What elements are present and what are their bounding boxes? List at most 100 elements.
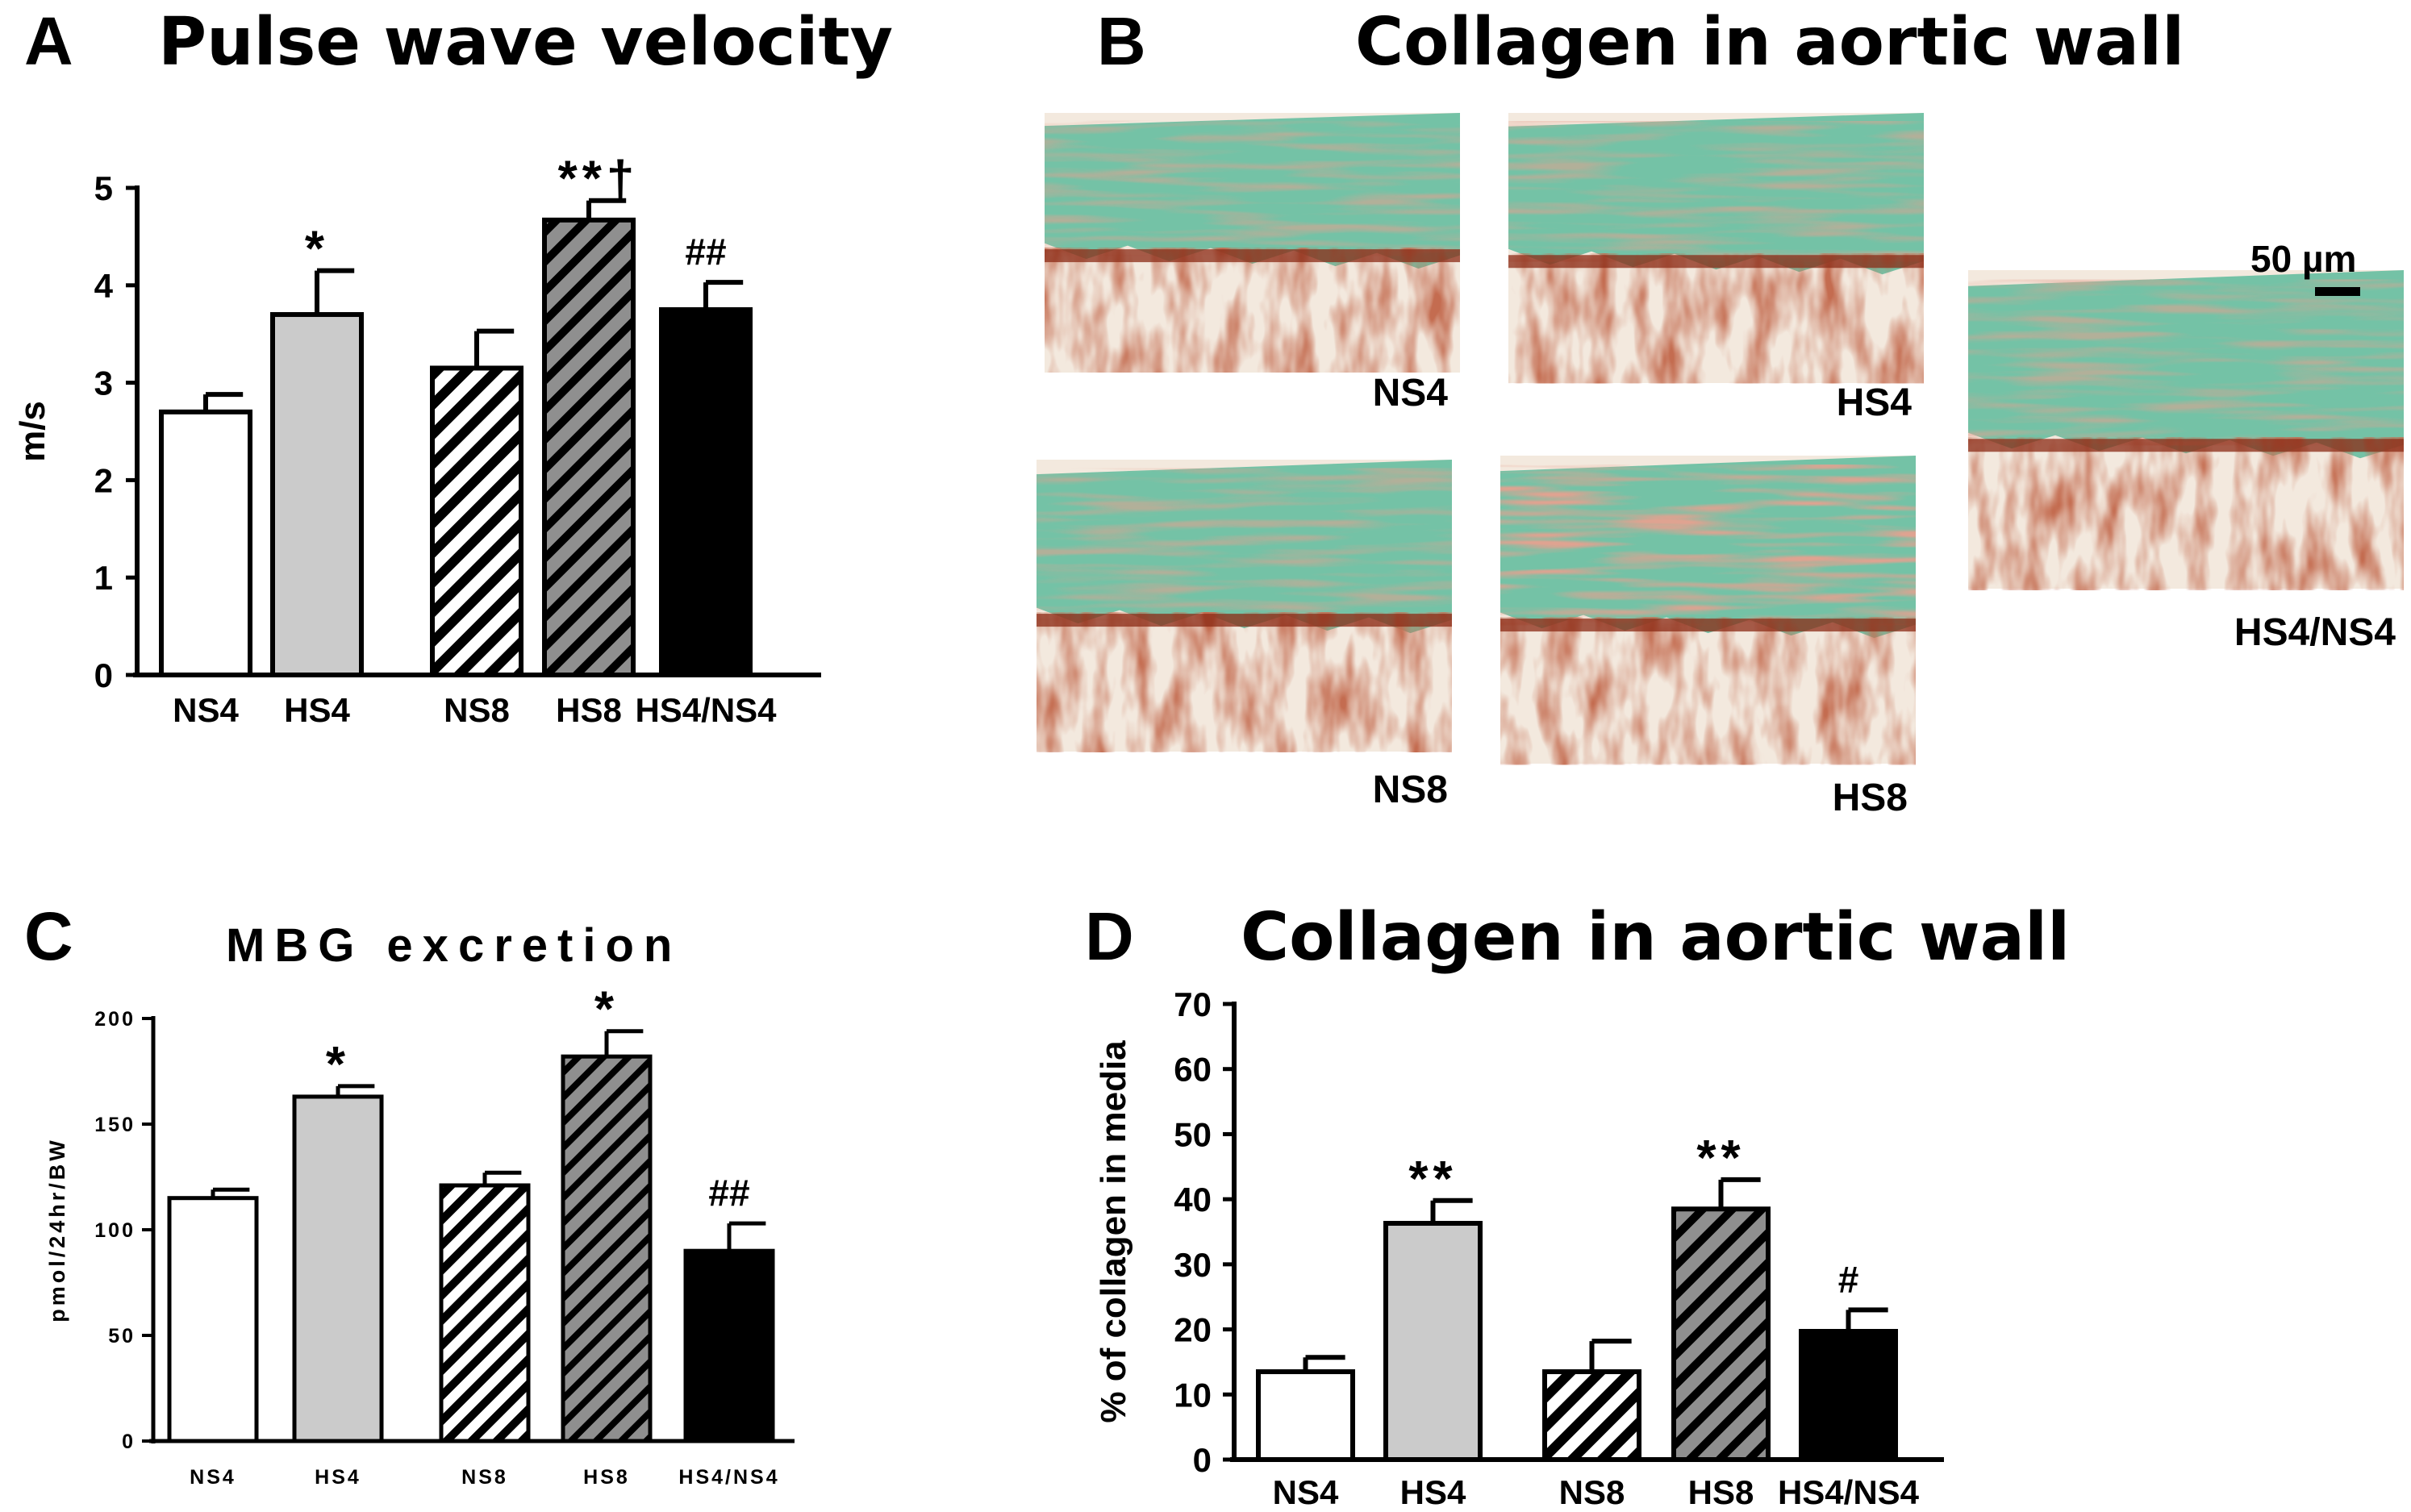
adventitia-border	[1500, 619, 1916, 632]
bar-hs8	[1671, 1206, 1771, 1462]
elastic-lamellae	[1508, 121, 1924, 262]
adventitia-layer	[1037, 612, 1452, 752]
panel-title-d: Collagen in aortic wall	[1241, 899, 2070, 976]
adventitia-border	[1968, 439, 2404, 452]
micrograph-hs4: HS4	[1508, 113, 1924, 424]
bar-ns8	[439, 1183, 531, 1443]
micrograph-panel: NS4 HS4 NS8 HS8 HS4/NS4	[1037, 113, 2404, 819]
x-tick-label-hs8: HS8	[1688, 1473, 1754, 1511]
bar-hs4	[1383, 1221, 1483, 1463]
x-tick-label-ns4: NS4	[190, 1466, 236, 1489]
panel-title-a: Pulse wave velocity	[158, 4, 893, 81]
adventitia-border	[1037, 614, 1452, 627]
adventitia-layer	[1045, 248, 1460, 373]
bar-ns8	[1542, 1369, 1641, 1463]
significance-marker-hs4: *	[326, 1037, 350, 1093]
significance-marker-hs4: *	[305, 222, 329, 277]
x-tick-label-ns4: NS4	[1273, 1473, 1339, 1511]
significance-marker-hs4: **	[1408, 1152, 1457, 1207]
y-tick-label: 0	[122, 1431, 136, 1453]
x-tick-label-ns8: NS8	[444, 691, 510, 729]
adventitia-layer	[1500, 617, 1916, 765]
bar-hs4	[292, 1094, 384, 1443]
bar-hs8	[542, 217, 636, 677]
x-tick-label-hs4-ns4: HS4/NS4	[1778, 1473, 1920, 1511]
panel-title-c: MBG excretion	[226, 919, 682, 972]
y-tick-label: 50	[108, 1325, 136, 1347]
x-tick-label-hs4: HS4	[284, 691, 350, 729]
adventitia-border	[1508, 255, 1924, 269]
y-tick-label: 4	[94, 267, 114, 305]
y-tick-label: 10	[1174, 1376, 1212, 1414]
y-tick-label: 150	[94, 1114, 136, 1136]
significance-marker-hs4-ns4: ##	[685, 231, 726, 273]
y-tick-label: 50	[1174, 1115, 1212, 1153]
significance-marker-hs8: *	[594, 982, 619, 1038]
elastic-lamellae	[1045, 120, 1460, 256]
bar-ns8	[430, 365, 523, 677]
y-tick-label: 0	[94, 656, 113, 694]
bar-hs8	[561, 1054, 653, 1443]
micrograph-hs8: HS8	[1500, 456, 1916, 819]
bar-ns4	[167, 1196, 259, 1443]
y-tick-label: 70	[1174, 985, 1212, 1023]
y-axis-label: pmol/24hr/BW	[45, 1137, 69, 1322]
y-tick-label: 60	[1174, 1051, 1212, 1089]
y-axis-label: % of collagen in media	[1094, 1040, 1133, 1423]
significance-marker-hs4-ns4: ##	[708, 1172, 749, 1214]
y-tick-label: 40	[1174, 1181, 1212, 1218]
significance-marker-hs4-ns4: #	[1838, 1258, 1859, 1300]
significance-marker-hs8: **	[1696, 1131, 1745, 1186]
bar-hs4	[270, 312, 364, 677]
panel-title-b: Collagen in aortic wall	[1355, 4, 2184, 81]
elastic-lamellae	[1037, 468, 1452, 621]
micrograph-label-ns8: NS8	[1373, 768, 1448, 811]
collagen-percentage-chart: 0 10 20 30 40 50 60 70 % of collagen in media NS4…	[1094, 985, 1944, 1511]
panel-letter-c: C	[24, 898, 73, 974]
x-tick-label-hs8: HS8	[556, 691, 622, 729]
y-tick-label: 0	[1193, 1441, 1212, 1479]
bar-hs4-ns4	[1799, 1328, 1898, 1462]
y-axis-label: m/s	[13, 401, 52, 462]
micrograph-label-ns4: NS4	[1373, 372, 1449, 414]
x-tick-label-ns8: NS8	[1559, 1473, 1625, 1511]
y-tick-label: 30	[1174, 1246, 1212, 1284]
y-tick-label: 100	[94, 1219, 136, 1242]
panel-letter-b: B	[1097, 3, 1146, 79]
x-tick-label-ns8: NS8	[461, 1466, 508, 1489]
micrograph-hs4-ns4: HS4/NS4	[1968, 270, 2404, 654]
y-tick-label: 2	[94, 461, 113, 499]
elastic-lamellae	[1500, 464, 1916, 626]
y-tick-label: 5	[94, 169, 113, 207]
bar-hs4-ns4	[683, 1248, 775, 1443]
y-tick-label: 20	[1174, 1311, 1212, 1349]
bar-ns4	[159, 409, 252, 677]
bar-ns4	[1256, 1369, 1355, 1463]
micrograph-ns4: NS4	[1045, 113, 1460, 414]
adventitia-layer	[1968, 437, 2404, 590]
mbg-excretion-chart: 0 50 100 150 200 pmol/24hr/BW NS4 HS4 * NS8 HS8 * HS…	[45, 982, 795, 1489]
panel-letter-a: A	[24, 3, 73, 79]
scale-bar-label: 50 µm	[2250, 238, 2356, 280]
scale-bar	[2315, 287, 2360, 296]
pulse-wave-velocity-chart: 0 1 2 3 4 5 m/s NS4 HS4 * NS8 HS8 **† HS4/NS4 ##	[13, 152, 821, 729]
micrograph-ns8: NS8	[1037, 460, 1452, 811]
x-tick-label-ns4: NS4	[173, 691, 239, 729]
elastic-lamellae	[1968, 279, 2404, 446]
x-tick-label-hs8: HS8	[583, 1466, 630, 1489]
micrograph-label-hs4: HS4	[1837, 381, 1913, 424]
adventitia-layer	[1508, 253, 1924, 384]
adventitia-border	[1045, 249, 1460, 263]
y-tick-label: 3	[94, 364, 113, 402]
x-tick-label-hs4: HS4	[315, 1466, 361, 1489]
x-tick-label-hs4-ns4: HS4/NS4	[678, 1466, 779, 1489]
y-tick-label: 200	[94, 1008, 136, 1031]
micrograph-label-hs8: HS8	[1833, 777, 1908, 819]
x-tick-label-hs4-ns4: HS4/NS4	[635, 691, 777, 729]
micrograph-label-hs4-ns4: HS4/NS4	[2234, 611, 2396, 654]
panel-letter-d: D	[1085, 898, 1134, 974]
bar-hs4-ns4	[659, 307, 753, 677]
x-tick-label-hs4: HS4	[1400, 1473, 1466, 1511]
y-tick-label: 1	[94, 559, 113, 597]
